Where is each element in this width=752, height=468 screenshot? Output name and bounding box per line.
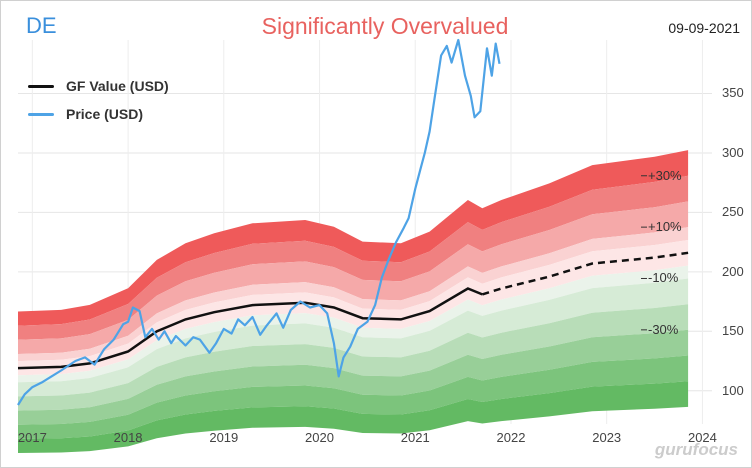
y-tick-label-0: 100 bbox=[722, 382, 744, 398]
x-tick-label-3: 2020 bbox=[305, 430, 334, 445]
legend: GF Value (USD) Price (USD) bbox=[28, 72, 169, 128]
gf-value-projection-line bbox=[481, 251, 689, 296]
x-tick-label-6: 2023 bbox=[592, 430, 622, 445]
y-tick-label-1: 150 bbox=[722, 323, 744, 339]
y-tick-label-2: 200 bbox=[722, 263, 744, 279]
y-tick-label-3: 250 bbox=[722, 204, 744, 220]
value-band-bottom bbox=[18, 381, 689, 453]
x-tick-label-2: 2019 bbox=[209, 430, 239, 445]
legend-label-gf-value: GF Value (USD) bbox=[66, 78, 169, 94]
value-band-1 bbox=[18, 175, 689, 340]
y-tick-label-4: 300 bbox=[722, 144, 744, 160]
value-band-9 bbox=[18, 355, 689, 439]
value-band-3 bbox=[18, 227, 689, 362]
x-tick-label-1: 2018 bbox=[113, 430, 143, 445]
ticker-symbol: DE bbox=[26, 13, 57, 38]
price-line bbox=[17, 38, 501, 406]
band-label-0: +30% bbox=[648, 167, 682, 183]
gf-value-swatch bbox=[28, 84, 54, 88]
x-tick-label-7: 2024 bbox=[687, 430, 717, 445]
band-label-2: -10% bbox=[648, 270, 679, 286]
legend-label-price: Price (USD) bbox=[66, 106, 144, 122]
band-label-3: -30% bbox=[648, 321, 679, 337]
band-label-1: +10% bbox=[648, 219, 682, 235]
chart-title: Significantly Overvalued bbox=[261, 13, 509, 39]
legend-item-price[interactable]: Price (USD) bbox=[28, 100, 169, 128]
value-band-0 bbox=[18, 150, 689, 326]
y-tick-label-5: 350 bbox=[722, 85, 744, 101]
value-band-2 bbox=[18, 201, 689, 354]
gf-value-line bbox=[17, 287, 483, 370]
value-band-4 bbox=[18, 240, 689, 376]
value-band-7 bbox=[18, 304, 689, 411]
legend-item-gf-value[interactable]: GF Value (USD) bbox=[28, 72, 169, 100]
gurufocus-watermark: gurufocus bbox=[654, 440, 738, 459]
value-band-8 bbox=[18, 329, 689, 425]
value-band-5 bbox=[18, 265, 689, 383]
chart-date: 09-09-2021 bbox=[668, 20, 740, 36]
x-tick-label-5: 2022 bbox=[496, 430, 526, 445]
x-tick-label-0: 2017 bbox=[17, 430, 47, 445]
price-swatch bbox=[28, 112, 54, 116]
x-tick-label-4: 2021 bbox=[400, 430, 430, 445]
